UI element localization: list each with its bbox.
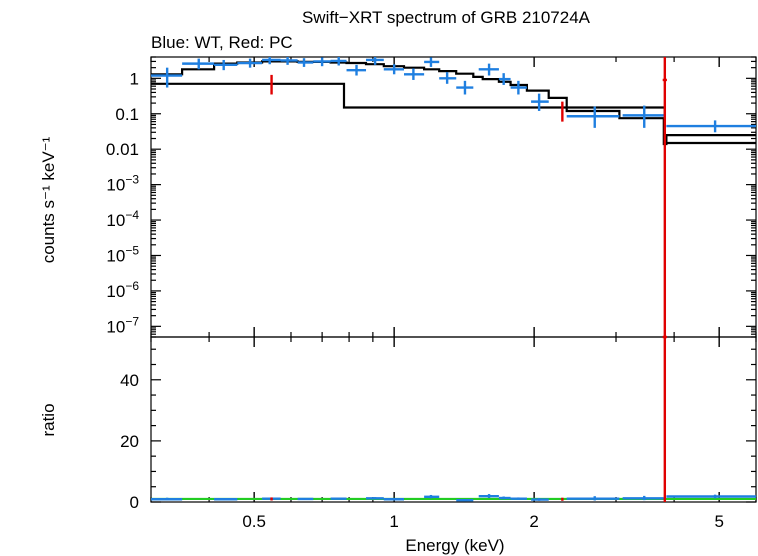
top-panel: 1 0.1 0.01 10−3 10−4 10−5 10−6 10−7 xyxy=(106,56,757,338)
top-data-point xyxy=(498,73,511,85)
ratio-data-point xyxy=(214,498,238,501)
top-data-point xyxy=(214,59,238,71)
ratio-data-point xyxy=(510,497,527,500)
top-data-point xyxy=(346,64,367,76)
top-data-point xyxy=(262,57,281,65)
ratio-data-point xyxy=(531,498,549,501)
top-data-point xyxy=(531,93,549,111)
top-y-tick-label: 0.01 xyxy=(106,140,139,159)
ratio-data-point xyxy=(151,497,183,501)
ratio-data-point xyxy=(297,497,314,501)
top-data-point xyxy=(404,68,425,80)
top-data-point xyxy=(383,64,405,75)
bottom-y-tick-label: 40 xyxy=(120,371,139,390)
ratio-data-point xyxy=(383,498,405,501)
x-axis-label: Energy (keV) xyxy=(405,536,504,555)
ratio-data-point xyxy=(456,498,474,502)
ratio-data-point xyxy=(366,497,384,500)
top-data-point xyxy=(478,63,499,76)
ratio-data-point xyxy=(622,495,664,501)
top-data-point xyxy=(330,57,347,66)
top-data-point xyxy=(510,80,527,95)
top-data-point xyxy=(666,120,756,133)
top-data-point xyxy=(182,58,215,70)
x-tick-label: 0.5 xyxy=(242,512,266,531)
top-data-point xyxy=(566,106,620,128)
top-y-tick-label: 10−5 xyxy=(106,243,139,265)
ratio-data-point xyxy=(662,335,667,502)
bottom-panel-frame xyxy=(150,336,757,503)
top-y-axis-label: counts s⁻¹ keV⁻¹ xyxy=(39,136,58,263)
top-data-point xyxy=(237,58,263,68)
chart-subtitle: Blue: WT, Red: PC xyxy=(151,33,293,52)
x-tick-label: 1 xyxy=(389,512,398,531)
x-tick-label: 2 xyxy=(529,512,538,531)
top-y-tick-label: 10−3 xyxy=(106,173,139,195)
ratio-data-point xyxy=(666,494,756,499)
bottom-panel: 0 20 40 xyxy=(120,335,757,512)
top-data-point xyxy=(151,67,183,88)
model-step-line-1 xyxy=(151,60,756,146)
top-y-tick-label: 10−7 xyxy=(106,314,139,336)
x-tick-label: 5 xyxy=(714,512,723,531)
ratio-data-point xyxy=(424,494,440,499)
top-data-point xyxy=(280,57,298,65)
top-y-tick-label: 1 xyxy=(130,69,139,88)
ratio-data-point xyxy=(330,497,347,500)
top-data-point xyxy=(622,105,664,128)
model-step-line-2 xyxy=(151,82,756,145)
top-data-point xyxy=(662,57,667,337)
ratio-data-point xyxy=(478,494,499,499)
top-y-tick-label: 10−6 xyxy=(106,279,139,301)
top-data-point xyxy=(456,80,474,95)
top-data-point xyxy=(366,57,384,65)
bottom-y-tick-label: 20 xyxy=(120,432,139,451)
chart-title: Swift−XRT spectrum of GRB 210724A xyxy=(302,8,591,27)
ratio-data-point xyxy=(498,496,511,500)
top-data-point xyxy=(313,57,331,67)
top-y-tick-label: 10−4 xyxy=(106,208,139,230)
bottom-y-tick-label: 0 xyxy=(130,493,139,512)
ratio-data-point xyxy=(566,496,620,501)
top-data-point xyxy=(439,72,457,84)
top-data-point xyxy=(424,57,440,67)
top-y-tick-label: 0.1 xyxy=(115,105,139,124)
bottom-y-axis-label: ratio xyxy=(39,403,58,436)
top-data-point xyxy=(297,58,314,67)
